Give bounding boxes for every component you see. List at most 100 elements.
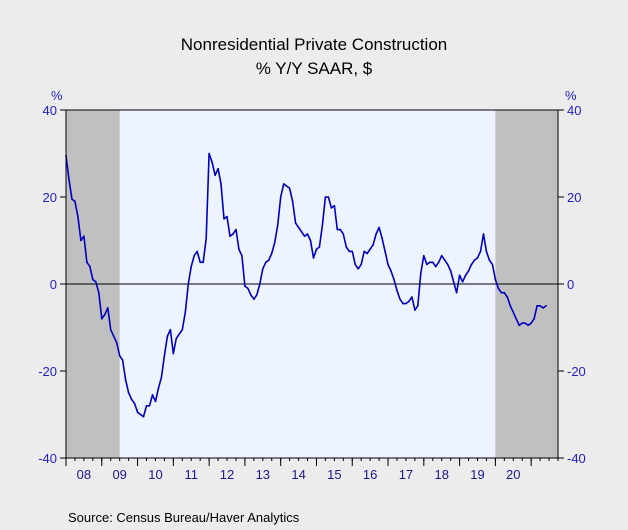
data-point <box>434 265 437 268</box>
data-point <box>503 291 506 294</box>
data-point <box>77 215 79 218</box>
data-point <box>282 183 285 185</box>
data-point <box>375 233 377 235</box>
data-point <box>178 333 181 335</box>
data-point <box>366 252 369 255</box>
data-point <box>539 305 541 307</box>
data-point <box>220 183 222 185</box>
data-point <box>247 287 249 290</box>
data-point <box>387 263 389 266</box>
data-point <box>321 224 324 227</box>
data-point <box>414 309 416 311</box>
data-point <box>405 302 407 305</box>
data-point <box>145 405 148 407</box>
data-point <box>232 233 234 235</box>
data-point <box>339 228 342 231</box>
data-point <box>342 233 345 235</box>
data-point <box>166 335 169 338</box>
data-point <box>348 250 351 253</box>
data-point <box>384 250 386 253</box>
data-point <box>369 248 371 250</box>
data-point <box>312 257 315 259</box>
x-tick-label: 18 <box>434 467 448 482</box>
data-point <box>187 283 190 285</box>
data-point <box>443 259 446 261</box>
data-point <box>509 305 512 307</box>
data-point <box>390 270 392 272</box>
data-point <box>157 387 160 390</box>
data-point <box>345 246 348 248</box>
axes: 40 40 20 20 0 0 -20 -20 -40 -40 08 09 10 11 12 13 14 15 16… <box>38 103 586 482</box>
data-point <box>408 300 410 303</box>
data-point <box>306 233 309 235</box>
data-point <box>151 394 154 396</box>
data-point <box>521 322 523 324</box>
data-point <box>336 228 339 231</box>
data-point <box>303 235 306 237</box>
y-tick-label-left: 40 <box>43 103 57 118</box>
left-unit-label: % <box>51 88 63 103</box>
data-point <box>202 261 204 264</box>
data-point <box>118 355 121 357</box>
y-tick-label-left: 20 <box>43 190 57 205</box>
data-point <box>330 207 333 209</box>
data-point <box>420 272 422 274</box>
x-tick-label: 14 <box>291 467 305 482</box>
y-tick-label-right: 20 <box>567 190 581 205</box>
data-point <box>92 278 94 281</box>
data-point <box>217 167 219 170</box>
data-point <box>255 294 258 296</box>
data-point <box>235 228 237 231</box>
data-point <box>142 415 145 418</box>
data-point <box>500 291 503 294</box>
data-point <box>172 352 175 355</box>
data-point <box>175 337 178 340</box>
data-point <box>229 235 231 237</box>
x-tick-label: 16 <box>363 467 377 482</box>
data-point <box>378 226 380 229</box>
data-point <box>127 392 130 394</box>
y-tick-label-left: 0 <box>50 277 57 292</box>
data-point <box>437 261 440 264</box>
series-line <box>65 152 547 418</box>
data-point <box>199 261 201 264</box>
data-point <box>315 248 318 250</box>
data-point <box>250 294 252 296</box>
data-point <box>139 413 142 416</box>
data-point <box>288 187 291 190</box>
data-point <box>327 196 330 198</box>
data-point <box>124 378 127 381</box>
chart-title: Nonresidential Private Construction <box>181 35 447 54</box>
data-point <box>491 263 494 266</box>
data-point <box>262 268 264 270</box>
x-tick-label: 15 <box>327 467 341 482</box>
data-point <box>193 254 195 257</box>
data-point <box>163 355 166 357</box>
data-point <box>485 250 488 253</box>
data-point <box>291 200 294 203</box>
x-tick-label: 11 <box>184 467 198 482</box>
y-tick-label-left: -40 <box>38 451 57 466</box>
data-point <box>396 289 398 292</box>
x-tick-label: 20 <box>506 467 520 482</box>
data-point <box>363 250 366 253</box>
data-point <box>297 226 300 229</box>
data-point <box>402 302 404 305</box>
data-point <box>464 274 467 277</box>
data-point <box>351 250 354 253</box>
x-tick-label: 09 <box>112 467 126 482</box>
right-unit-label: % <box>565 88 577 103</box>
data-point <box>506 296 509 298</box>
data-point <box>393 278 395 281</box>
data-point <box>160 376 163 379</box>
data-point <box>482 233 485 235</box>
data-point <box>536 305 538 307</box>
data-point <box>133 402 136 405</box>
data-point <box>333 204 336 207</box>
data-point <box>101 318 103 320</box>
data-point <box>411 296 413 298</box>
data-point <box>512 311 515 314</box>
data-point <box>68 178 70 181</box>
data-point <box>545 305 547 307</box>
